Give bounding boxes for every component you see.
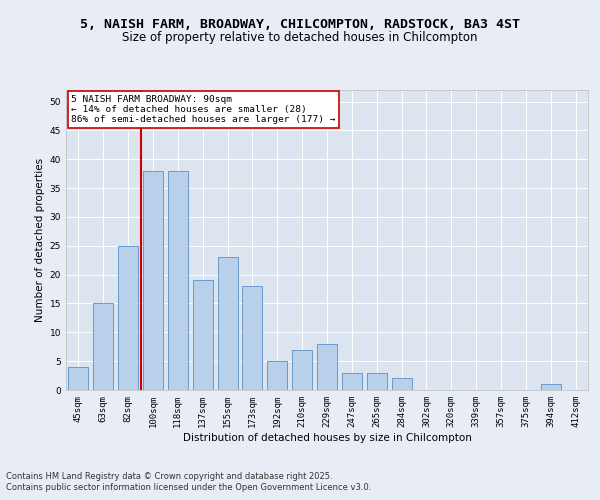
Y-axis label: Number of detached properties: Number of detached properties (35, 158, 46, 322)
Text: Size of property relative to detached houses in Chilcompton: Size of property relative to detached ho… (122, 31, 478, 44)
Bar (118, 246, 138, 390)
Bar (193, 280, 212, 390)
Bar (342, 372, 362, 390)
Bar (317, 344, 337, 390)
Text: Contains HM Land Registry data © Crown copyright and database right 2025.: Contains HM Land Registry data © Crown c… (6, 472, 332, 481)
X-axis label: Distribution of detached houses by size in Chilcompton: Distribution of detached houses by size … (182, 432, 472, 442)
Bar (292, 350, 312, 390)
Bar (94, 304, 113, 390)
Bar (367, 372, 386, 390)
Bar (242, 286, 262, 390)
Bar (541, 384, 560, 390)
Bar (218, 258, 238, 390)
Bar (143, 171, 163, 390)
Text: Contains public sector information licensed under the Open Government Licence v3: Contains public sector information licen… (6, 484, 371, 492)
Bar (168, 171, 188, 390)
Bar (392, 378, 412, 390)
Bar (68, 367, 88, 390)
Text: 5, NAISH FARM, BROADWAY, CHILCOMPTON, RADSTOCK, BA3 4ST: 5, NAISH FARM, BROADWAY, CHILCOMPTON, RA… (80, 18, 520, 30)
Text: 5 NAISH FARM BROADWAY: 90sqm
← 14% of detached houses are smaller (28)
86% of se: 5 NAISH FARM BROADWAY: 90sqm ← 14% of de… (71, 94, 336, 124)
Bar (268, 361, 287, 390)
